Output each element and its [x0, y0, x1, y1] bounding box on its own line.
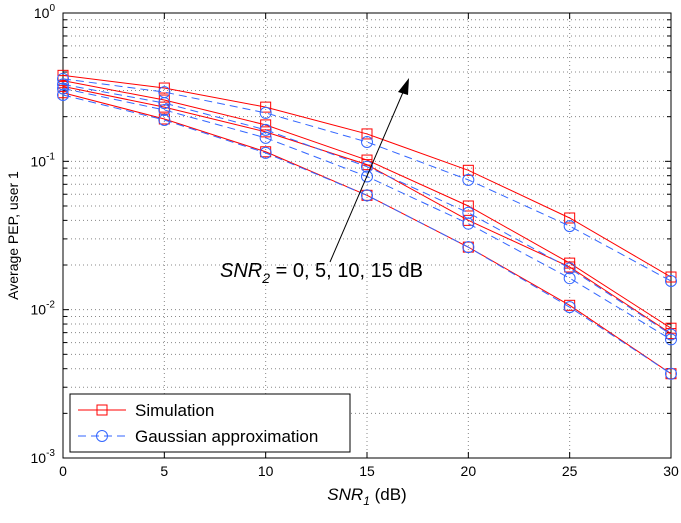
data-point-circle: [462, 173, 475, 186]
data-point-circle: [259, 131, 272, 144]
x-tick-label: 30: [663, 463, 679, 479]
data-point-circle: [259, 106, 272, 119]
data-point-circle: [158, 113, 171, 126]
x-tick-label: 20: [461, 463, 477, 479]
plot-frame: [62, 12, 672, 459]
annotation-arrow-head: [398, 78, 409, 95]
y-axis-label: Average PEP, user 1: [5, 171, 21, 300]
series-line-square-snr2-5: [62, 85, 672, 334]
data-point-circle: [57, 82, 69, 95]
legend-label: Simulation: [135, 401, 214, 420]
data-point-circle: [563, 262, 576, 275]
series-line-circle-snr2-0: [62, 94, 672, 375]
data-point-square: [260, 101, 272, 113]
legend: Simulation Gaussian approximation: [69, 393, 351, 453]
x-tick-label: 10: [258, 463, 274, 479]
data-point-circle: [665, 275, 677, 288]
data-point-circle: [361, 170, 373, 183]
data-point-circle: [462, 217, 475, 230]
x-axis-label: SNR1 (dB): [327, 485, 406, 508]
data-point-circle: [665, 367, 677, 380]
y-tick-label: 100: [34, 3, 56, 21]
data-point-square: [665, 271, 677, 283]
x-tick-label: 25: [562, 463, 578, 479]
data-point-circle: [462, 206, 475, 219]
x-tick-label: 0: [59, 463, 67, 479]
legend-marker-square: [96, 404, 108, 416]
legend-label: Gaussian approximation: [135, 427, 318, 446]
data-point-square: [361, 128, 373, 140]
data-point-circle: [665, 328, 677, 341]
data-point-square: [158, 82, 170, 94]
y-tick-label: 10-1: [31, 151, 56, 169]
y-tick-label: 10-2: [31, 300, 56, 318]
data-point-circle: [158, 103, 171, 116]
data-point-circle: [665, 333, 677, 346]
data-point-circle: [361, 160, 373, 173]
data-point-square: [462, 200, 474, 212]
data-point-circle: [57, 72, 69, 85]
data-point-circle: [361, 189, 373, 202]
x-tick-label: 5: [160, 463, 168, 479]
data-point-circle: [57, 89, 69, 102]
legend-box: [69, 393, 351, 453]
data-point-circle: [563, 272, 576, 285]
series-line-circle-snr2-10: [62, 83, 672, 335]
annotation-text: SNR2 = 0, 5, 10, 15 dB: [220, 260, 423, 286]
x-tick-label: 15: [359, 463, 375, 479]
data-point-circle: [259, 123, 272, 136]
data-point-circle: [158, 97, 171, 110]
annotation-arrow-line: [329, 89, 405, 263]
data-point-square: [564, 212, 576, 224]
legend-marker-circle: [96, 430, 108, 442]
y-tick-label: 10-3: [31, 448, 56, 466]
data-point-circle: [563, 220, 576, 233]
series-line-square-snr2-15: [62, 74, 672, 278]
data-point-circle: [462, 241, 475, 254]
data-point-square: [462, 164, 474, 176]
data-point-square: [260, 119, 272, 131]
data-point-circle: [361, 136, 373, 149]
data-point-circle: [259, 146, 272, 159]
series-line-square-snr2-0: [62, 92, 672, 375]
data-point-circle: [563, 301, 576, 314]
